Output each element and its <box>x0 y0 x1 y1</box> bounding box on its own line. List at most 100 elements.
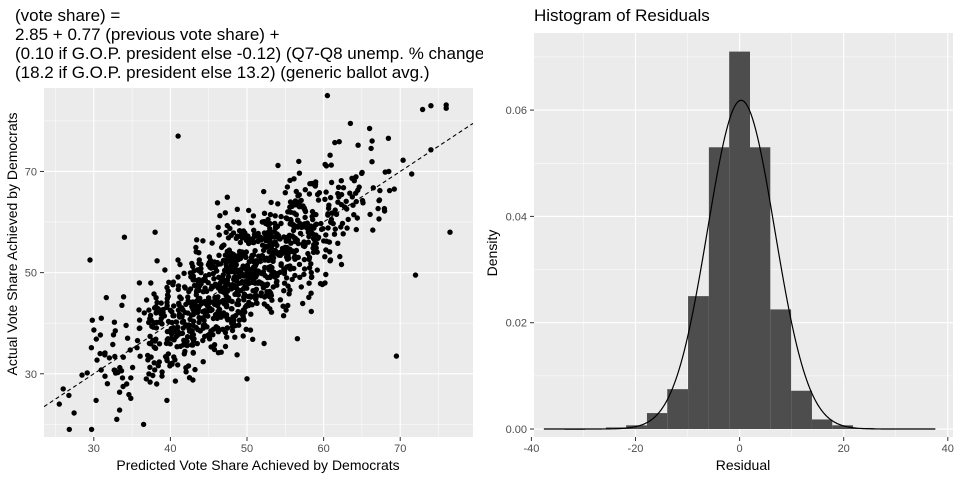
scatter-point <box>147 364 153 370</box>
scatter-point <box>151 360 157 366</box>
scatter-point <box>261 301 267 307</box>
scatter-point <box>172 378 179 384</box>
histogram-x-axis-title: Residual <box>716 457 770 473</box>
scatter-point <box>337 253 343 260</box>
scatter-point <box>187 286 194 292</box>
scatter-point <box>356 184 362 190</box>
scatter-point <box>88 426 95 433</box>
scatter-y-tick-label: 70 <box>25 166 37 178</box>
scatter-point <box>128 375 134 381</box>
scatter-point <box>327 258 333 264</box>
scatter-point <box>207 300 213 306</box>
scatter-point <box>270 284 276 290</box>
scatter-point <box>287 248 294 255</box>
scatter-point <box>66 392 72 399</box>
scatter-point <box>283 275 290 281</box>
scatter-point <box>324 92 331 99</box>
scatter-point <box>287 177 293 184</box>
scatter-point <box>314 267 320 273</box>
density-curve <box>543 99 936 430</box>
scatter-point <box>166 279 172 285</box>
scatter-point <box>367 211 373 218</box>
scatter-point <box>290 222 297 228</box>
scatter-point <box>335 199 341 205</box>
scatter-point <box>187 316 193 322</box>
scatter-y-tick-label: 30 <box>25 369 37 381</box>
scatter-point <box>335 184 342 190</box>
histogram-x-tick-label: -20 <box>628 443 644 455</box>
scatter-point <box>174 344 180 350</box>
scatter-point <box>296 204 303 210</box>
scatter-point <box>97 350 103 357</box>
scatter-point <box>308 269 314 276</box>
scatter-point <box>300 300 306 307</box>
scatter-point <box>119 302 125 308</box>
scatter-point <box>280 248 286 255</box>
scatter-x-tick-label: 70 <box>394 443 406 455</box>
scatter-point <box>200 238 206 244</box>
scatter-point <box>136 325 142 332</box>
scatter-point <box>164 397 170 404</box>
scatter-point <box>296 158 302 165</box>
scatter-point <box>114 416 120 422</box>
scatter-point <box>294 336 301 342</box>
histogram-y-tick-label: 0.00 <box>506 424 527 436</box>
scatter-point <box>184 342 190 349</box>
scatter-point <box>190 273 196 279</box>
scatter-point <box>268 244 274 251</box>
scatter-point <box>338 191 345 198</box>
scatter-point <box>275 162 281 169</box>
scatter-point <box>193 298 199 305</box>
scatter-point <box>314 249 320 255</box>
histogram-bar <box>832 425 854 430</box>
scatter-y-tick-label: 50 <box>25 268 37 280</box>
scatter-point <box>447 229 453 235</box>
scatter-point <box>154 319 160 326</box>
scatter-point <box>226 258 232 264</box>
scatter-point <box>323 271 329 278</box>
scatter-point <box>245 279 251 285</box>
scatter-point <box>84 370 90 376</box>
scatter-point <box>305 239 311 245</box>
scatter-point <box>234 234 241 240</box>
scatter-point <box>89 317 96 323</box>
scatter-point <box>195 278 201 285</box>
scatter-point <box>217 213 223 219</box>
scatter-point <box>231 284 237 290</box>
scatter-point <box>308 290 314 296</box>
scatter-point <box>253 300 260 306</box>
scatter-point <box>175 274 181 280</box>
scatter-point <box>237 239 244 246</box>
scatter-point <box>386 168 392 175</box>
scatter-point <box>308 308 314 315</box>
histogram-bars <box>543 51 936 430</box>
scatter-point <box>386 187 393 194</box>
scatter-point <box>360 200 366 206</box>
scatter-point <box>239 231 245 237</box>
scatter-point <box>355 142 361 148</box>
scatter-point <box>175 329 181 335</box>
scatter-point <box>409 171 415 177</box>
scatter-point <box>232 261 238 267</box>
scatter-point <box>315 197 322 203</box>
scatter-point <box>295 254 301 261</box>
scatter-point <box>308 228 314 235</box>
scatter-point <box>227 225 233 232</box>
scatter-point <box>302 221 308 227</box>
scatter-point <box>301 256 308 263</box>
scatter-point <box>183 369 189 375</box>
scatter-point <box>126 391 132 398</box>
scatter-point <box>165 288 171 294</box>
scatter-point <box>327 194 334 201</box>
scatter-point <box>224 280 231 286</box>
scatter-point <box>318 226 325 233</box>
scatter-point <box>344 225 350 231</box>
scatter-point <box>270 234 277 240</box>
scatter-point <box>71 410 77 416</box>
scatter-point <box>188 342 195 348</box>
scatter-point <box>278 220 284 227</box>
scatter-point <box>306 191 313 197</box>
scatter-point <box>153 336 159 342</box>
scatter-point <box>121 234 128 240</box>
scatter-point <box>159 373 165 379</box>
